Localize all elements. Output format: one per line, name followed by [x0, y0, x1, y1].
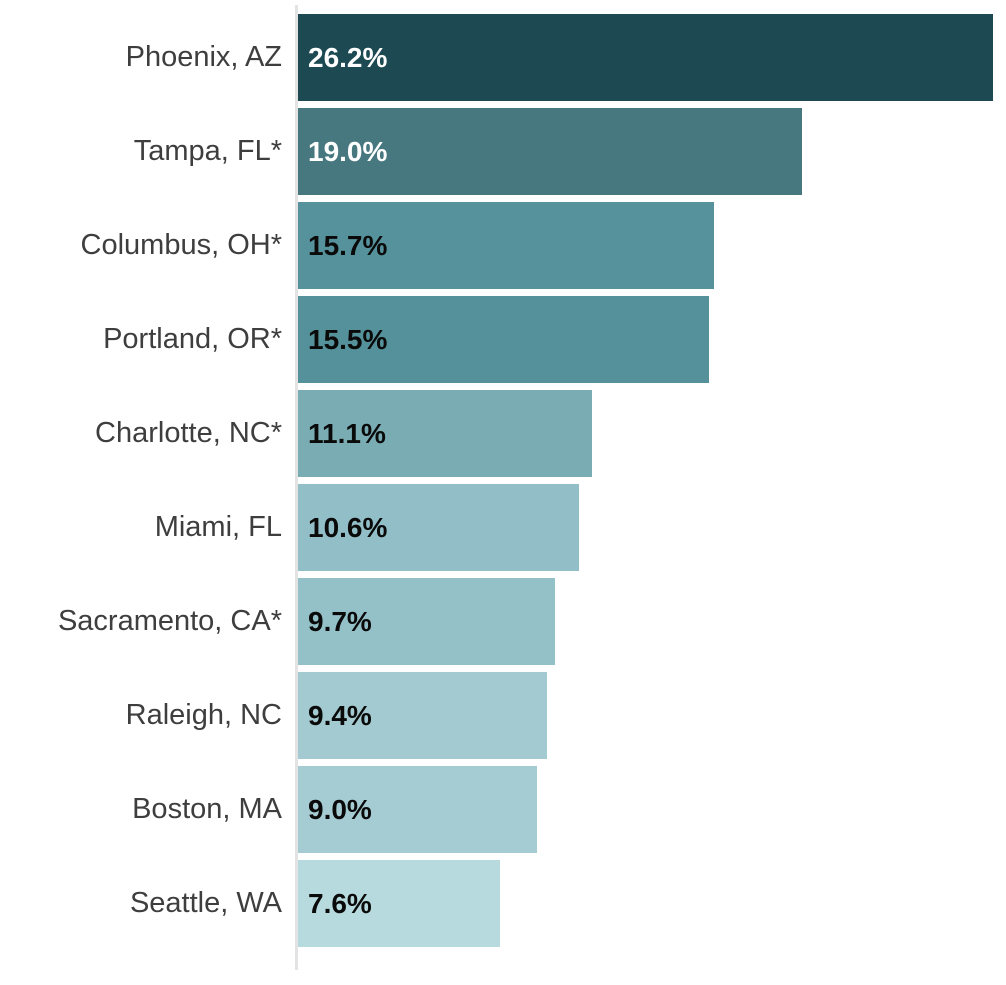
value-label: 15.5%	[308, 323, 388, 355]
y-axis-line	[295, 5, 298, 970]
value-label: 7.6%	[308, 887, 372, 919]
plot-area: 26.2%	[298, 14, 1006, 101]
bar-row: Portland, OR* 15.5%	[0, 296, 1006, 383]
plot-area: 19.0%	[298, 108, 1006, 195]
category-label: Miami, FL	[154, 511, 282, 543]
plot-area: 11.1%	[298, 390, 1006, 477]
plot-area: 7.6%	[298, 860, 1006, 947]
value-label: 19.0%	[308, 135, 388, 167]
bar-row: Seattle, WA 7.6%	[0, 860, 1006, 947]
plot-area: 15.7%	[298, 202, 1006, 289]
bar: 7.6%	[298, 860, 500, 947]
value-label: 15.7%	[308, 229, 388, 261]
category-label: Phoenix, AZ	[125, 41, 282, 73]
plot-area: 9.0%	[298, 766, 1006, 853]
plot-area: 9.4%	[298, 672, 1006, 759]
bar-row: Boston, MA 9.0%	[0, 766, 1006, 853]
category-label: Portland, OR*	[103, 323, 282, 355]
category-label: Tampa, FL*	[133, 135, 282, 167]
bar-rows: Phoenix, AZ 26.2% Tampa, FL* 19.0% Colum…	[0, 14, 1006, 954]
plot-area: 15.5%	[298, 296, 1006, 383]
bar: 19.0%	[298, 108, 802, 195]
category-label: Boston, MA	[132, 793, 282, 825]
plot-area: 10.6%	[298, 484, 1006, 571]
value-label: 11.1%	[308, 417, 386, 449]
bar-row: Tampa, FL* 19.0%	[0, 108, 1006, 195]
value-label: 10.6%	[308, 511, 388, 543]
bar: 15.7%	[298, 202, 715, 289]
bar-row: Columbus, OH* 15.7%	[0, 202, 1006, 289]
bar-row: Miami, FL 10.6%	[0, 484, 1006, 571]
value-label: 9.7%	[308, 605, 372, 637]
bar-row: Sacramento, CA* 9.7%	[0, 578, 1006, 665]
value-label: 9.0%	[308, 793, 372, 825]
category-label: Charlotte, NC*	[95, 417, 282, 449]
value-label: 26.2%	[308, 41, 388, 73]
bar: 15.5%	[298, 296, 709, 383]
bar: 9.7%	[298, 578, 556, 665]
category-label: Sacramento, CA*	[57, 605, 282, 637]
bar: 9.4%	[298, 672, 548, 759]
bar: 9.0%	[298, 766, 537, 853]
value-label: 9.4%	[308, 699, 372, 731]
plot-area: 9.7%	[298, 578, 1006, 665]
category-label: Raleigh, NC	[125, 699, 282, 731]
bar: 11.1%	[298, 390, 593, 477]
bar-row: Raleigh, NC 9.4%	[0, 672, 1006, 759]
category-label: Seattle, WA	[129, 887, 282, 919]
bar-row: Phoenix, AZ 26.2%	[0, 14, 1006, 101]
bar-row: Charlotte, NC* 11.1%	[0, 390, 1006, 477]
bar: 10.6%	[298, 484, 580, 571]
bar: 26.2%	[298, 14, 993, 101]
category-label: Columbus, OH*	[80, 229, 282, 261]
